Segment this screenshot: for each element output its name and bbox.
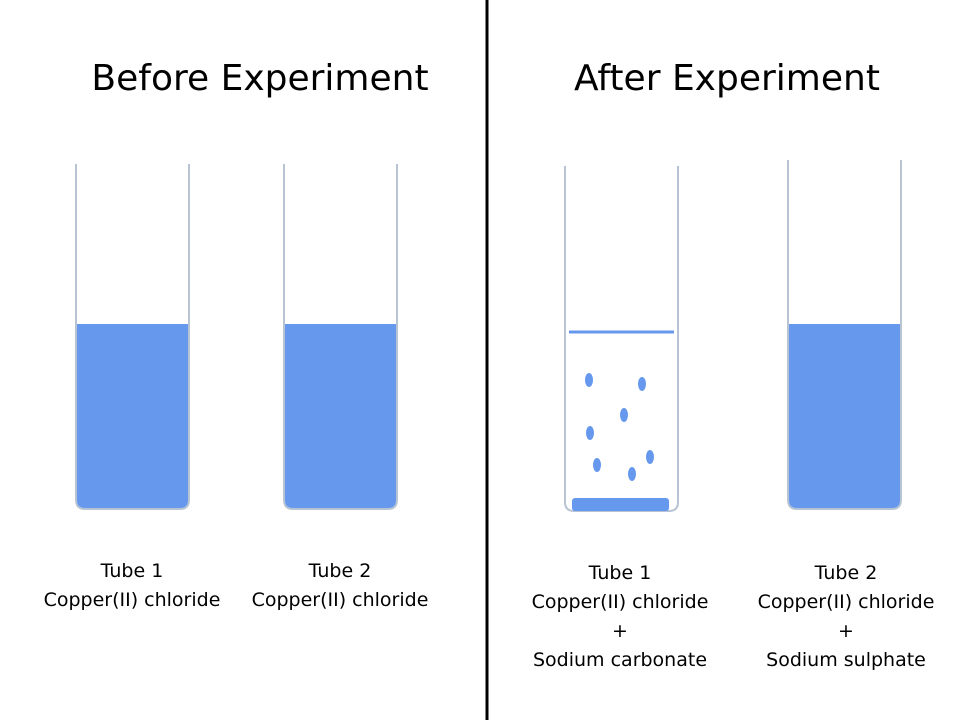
particles <box>585 373 654 481</box>
precipitate <box>572 498 669 511</box>
tube-added: Sodium carbonate <box>533 649 707 671</box>
tube-name: Tube 2 <box>308 560 372 582</box>
plus: + <box>838 620 854 642</box>
tube <box>787 160 902 510</box>
before-title: Before Experiment <box>91 58 428 99</box>
tube-content: Copper(II) chloride <box>758 591 935 613</box>
tube-name: Tube 2 <box>814 562 878 584</box>
tube-content: Copper(II) chloride <box>252 589 429 611</box>
tube <box>283 164 398 510</box>
tube-added: Sodium sulphate <box>766 649 926 671</box>
tube <box>75 164 190 510</box>
liquid <box>76 324 189 509</box>
tube <box>564 166 679 512</box>
after-title: After Experiment <box>574 58 880 99</box>
tube-content: Copper(II) chloride <box>532 591 709 613</box>
tube-name: Tube 1 <box>588 562 652 584</box>
tube-name: Tube 1 <box>100 560 164 582</box>
tube-content: Copper(II) chloride <box>44 589 221 611</box>
liquid <box>284 324 397 509</box>
plus: + <box>612 620 628 642</box>
liquid <box>788 324 901 509</box>
